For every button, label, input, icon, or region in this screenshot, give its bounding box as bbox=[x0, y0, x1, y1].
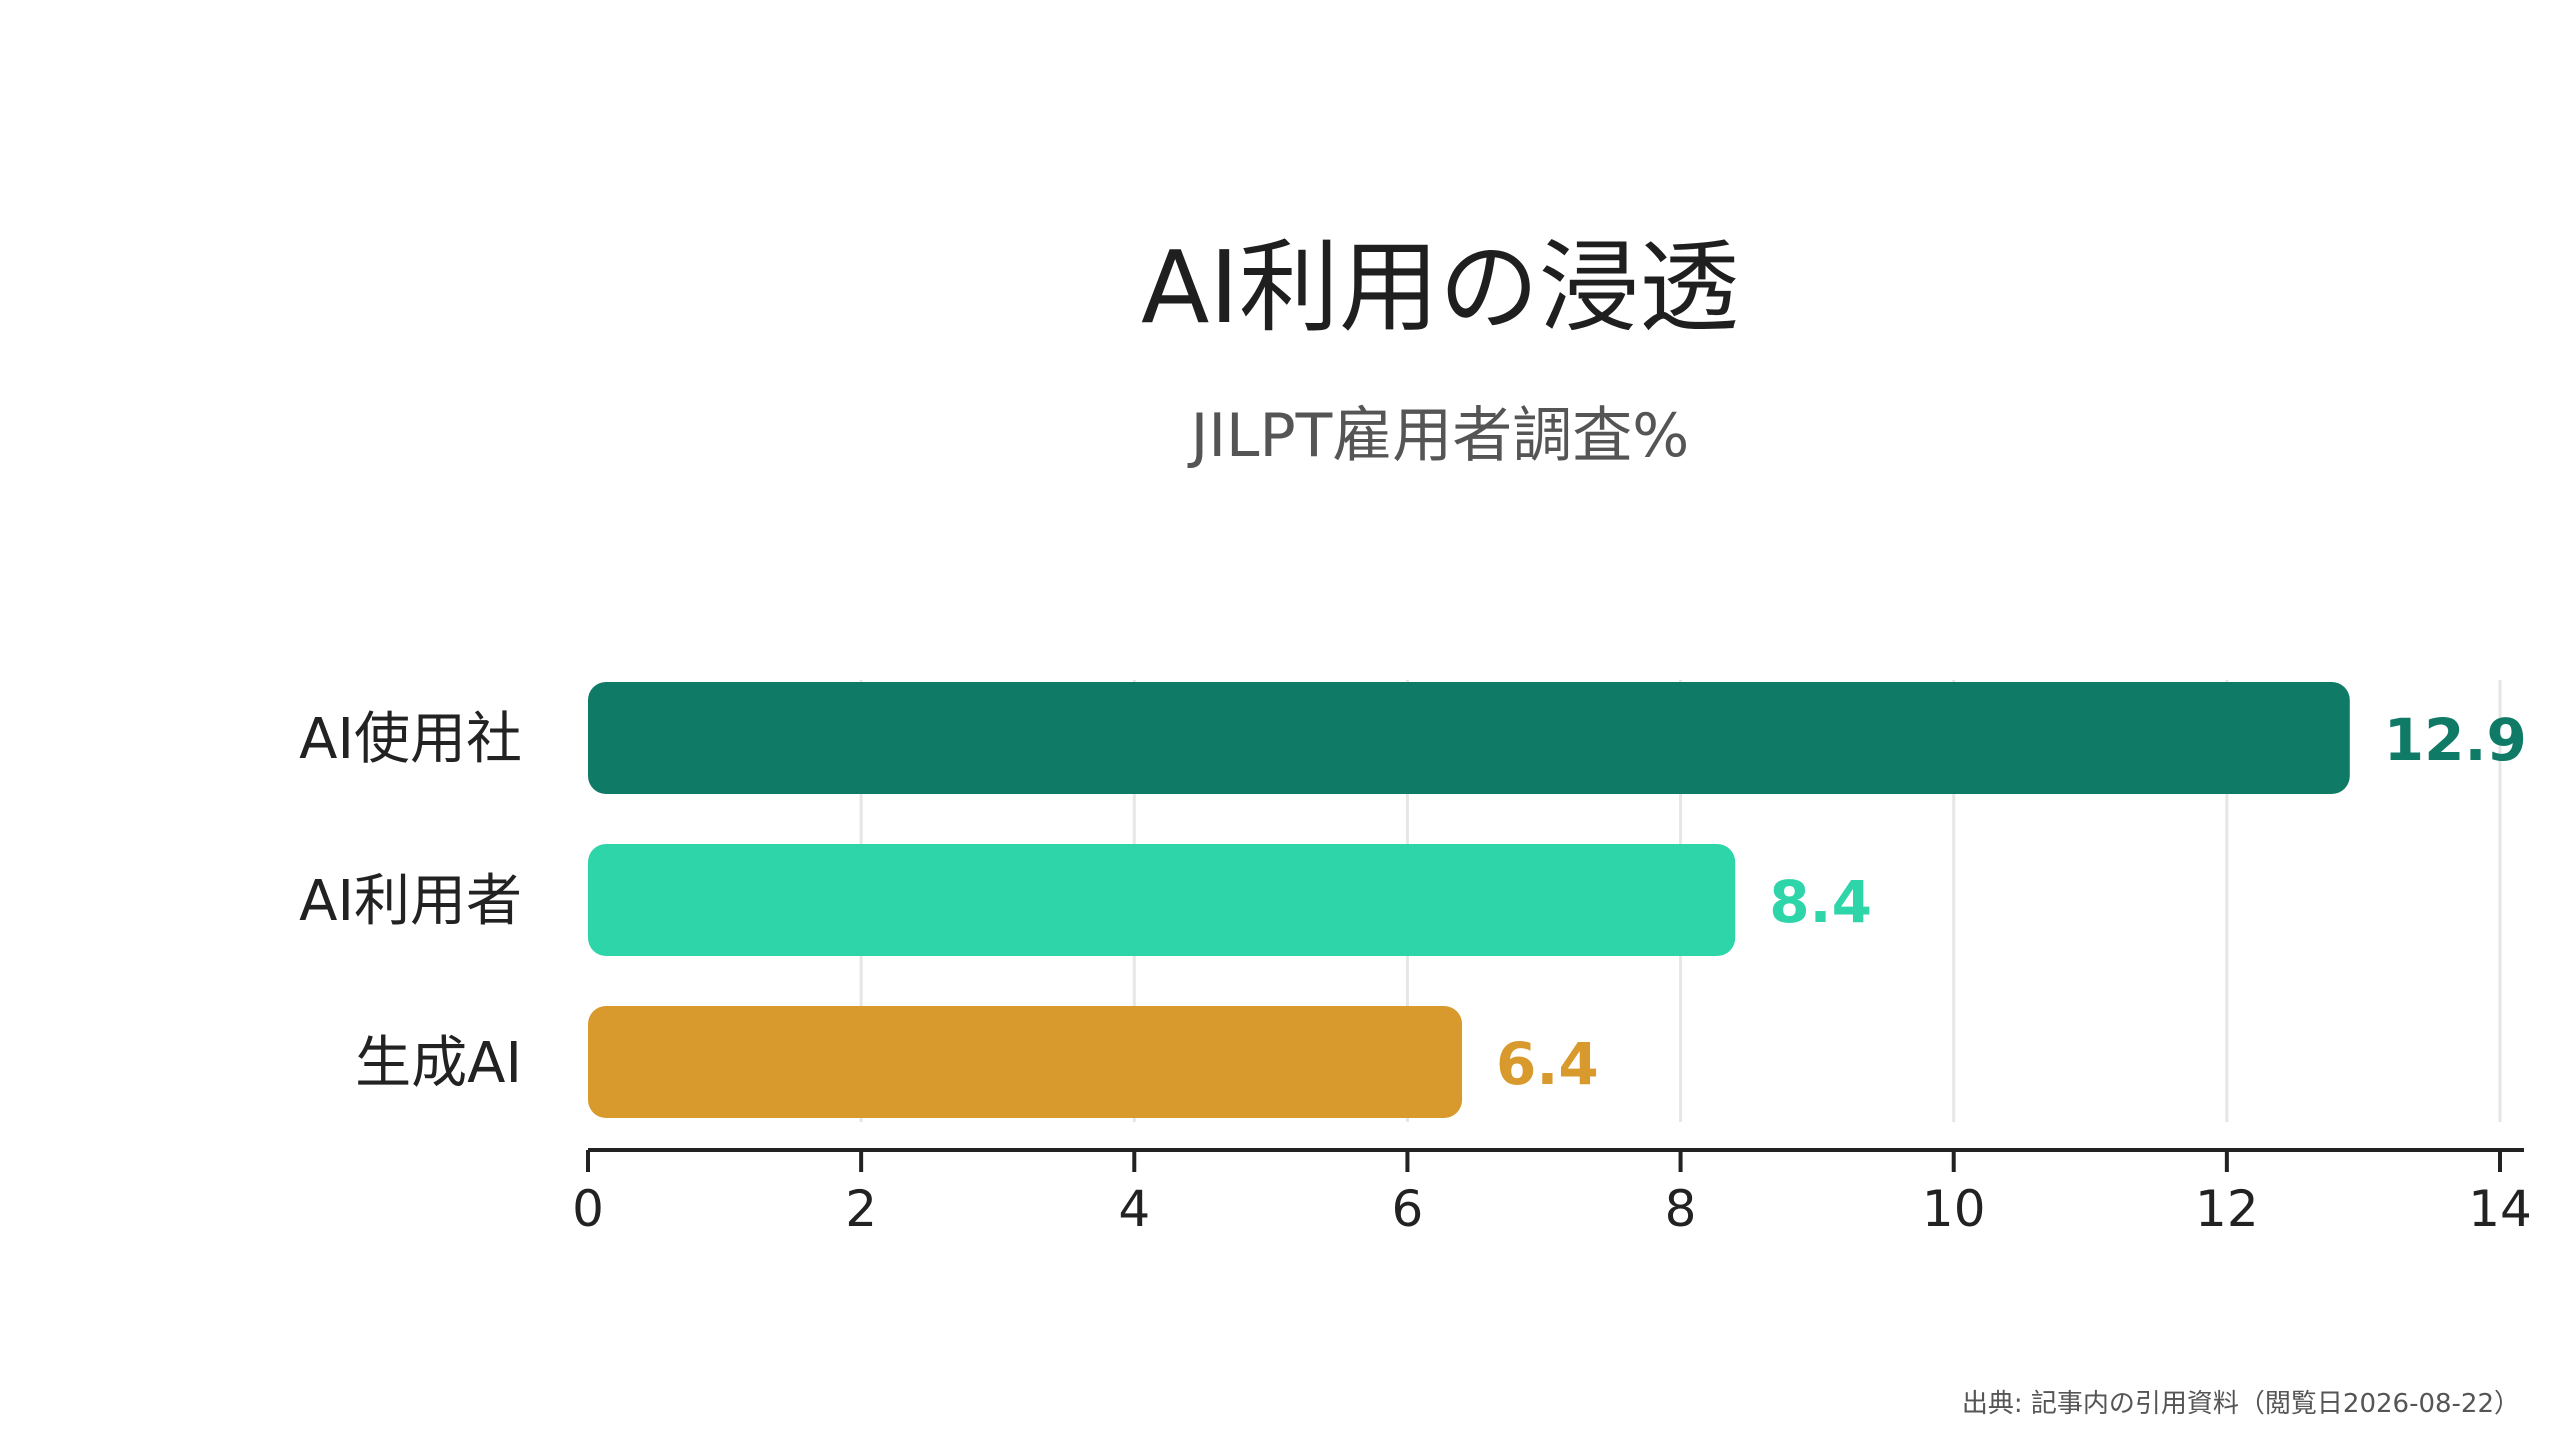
x-tick-label-0: 0 bbox=[572, 1180, 604, 1238]
x-tick-label-6: 6 bbox=[1392, 1180, 1424, 1238]
x-tick-label-8: 8 bbox=[1665, 1180, 1697, 1238]
x-tick-label-12: 12 bbox=[2195, 1180, 2259, 1238]
category-label-3: 生成AI bbox=[355, 1031, 522, 1096]
category-label-2: AI利用者 bbox=[299, 869, 522, 934]
category-label-1: AI使用社 bbox=[299, 707, 522, 772]
bar-3 bbox=[588, 1006, 1463, 1118]
chart-subtitle: JILPT雇用者調査% bbox=[1190, 401, 1690, 471]
bars bbox=[588, 682, 2350, 1118]
value-label-3: 6.4 bbox=[1496, 1030, 1599, 1098]
bar-2 bbox=[588, 844, 1736, 956]
x-axis: 0 2 4 6 8 10 12 14 bbox=[572, 1148, 2532, 1238]
value-label-1: 12.9 bbox=[2384, 706, 2527, 774]
source-note: 出典: 記事内の引用資料（閲覧日2026-08-22） bbox=[1961, 1389, 2520, 1419]
x-tick-label-14: 14 bbox=[2468, 1180, 2532, 1238]
chart-title: AI利用の浸透 bbox=[1141, 229, 1739, 346]
bar-1 bbox=[588, 682, 2350, 794]
value-label-2: 8.4 bbox=[1769, 868, 1872, 936]
x-tick-label-10: 10 bbox=[1922, 1180, 1986, 1238]
labels: AI使用社 12.9 AI利用者 8.4 生成AI 6.4 bbox=[299, 706, 2527, 1098]
x-tick-label-2: 2 bbox=[845, 1180, 877, 1238]
x-tick-label-4: 4 bbox=[1118, 1180, 1150, 1238]
